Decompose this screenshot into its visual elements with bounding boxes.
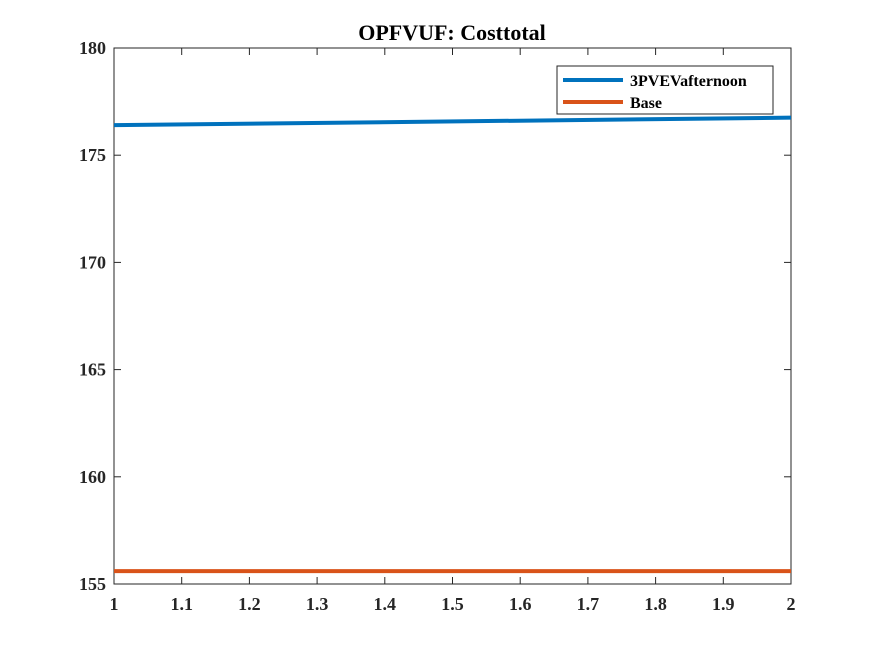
y-tick-label: 180	[79, 38, 106, 58]
x-tick-label: 1.7	[577, 594, 600, 614]
series-lines	[113, 115, 792, 574]
legend-label-base: Base	[630, 95, 662, 112]
y-tick-label: 160	[79, 467, 106, 487]
y-tick-label: 175	[79, 145, 106, 165]
x-tick-label: 1.4	[374, 594, 397, 614]
x-tick-label: 1.1	[170, 594, 193, 614]
legend-label-3pvevafternoon: 3PVEVafternoon	[630, 73, 747, 90]
x-tick-label: 1.5	[441, 594, 464, 614]
x-tick-label: 2	[787, 594, 796, 614]
y-tick-label: 165	[79, 360, 106, 380]
x-tick-label: 1.8	[644, 594, 667, 614]
axis-ticks: 1 1.1 1.2 1.3 1.4 1.5 1.6 1.7 1.8 1.9 2 155 160 165 17…	[79, 38, 796, 614]
series-line-3pvevafternoon	[113, 115, 792, 128]
legend: 3PVEVafternoon Base	[556, 65, 774, 115]
chart-title: OPFVUF: Costtotal	[358, 20, 546, 45]
y-tick-label: 170	[79, 252, 106, 272]
x-tick-label: 1.6	[509, 594, 532, 614]
plot-area	[113, 47, 792, 585]
legend-box	[556, 65, 774, 115]
x-tick-label: 1.2	[238, 594, 261, 614]
x-tick-label: 1	[110, 594, 119, 614]
x-tick-label: 1.3	[306, 594, 329, 614]
y-tick-label: 155	[79, 574, 106, 594]
x-tick-label: 1.9	[712, 594, 735, 614]
